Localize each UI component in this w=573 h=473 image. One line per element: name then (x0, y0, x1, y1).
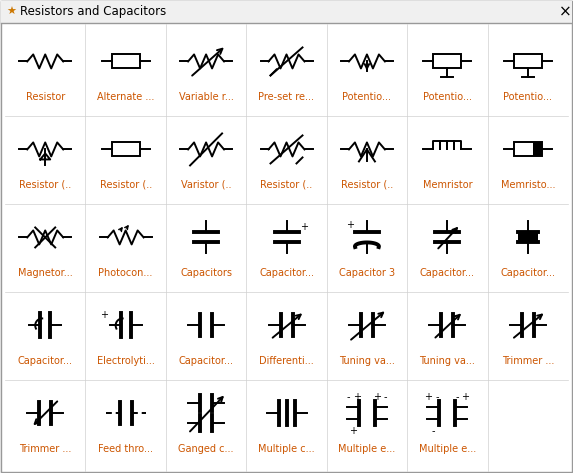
Text: Magnetor...: Magnetor... (18, 268, 73, 278)
Text: Potentio...: Potentio... (423, 92, 472, 102)
Bar (518, 232, 538, 243)
Text: Trimmer ...: Trimmer ... (501, 356, 554, 366)
Bar (514, 142, 542, 157)
Text: +: + (300, 222, 308, 232)
Text: Pre-set re...: Pre-set re... (258, 92, 315, 102)
Text: ★: ★ (6, 7, 16, 17)
Bar (112, 54, 140, 69)
Text: -: - (383, 393, 387, 403)
Bar (533, 142, 542, 157)
Text: Potentio...: Potentio... (503, 92, 552, 102)
Text: Feed thro...: Feed thro... (98, 444, 153, 454)
Text: -: - (456, 393, 459, 403)
Bar (433, 54, 461, 69)
Text: +: + (346, 220, 354, 230)
Text: Capacitor...: Capacitor... (259, 268, 314, 278)
Text: Capacitor 3: Capacitor 3 (339, 268, 395, 278)
Text: Resistor: Resistor (26, 92, 65, 102)
Bar (1, 1, 572, 23)
Text: Variable r...: Variable r... (179, 92, 234, 102)
Text: Resistor (..: Resistor (.. (341, 180, 393, 190)
Text: +: + (425, 393, 433, 403)
Text: Varistor (..: Varistor (.. (181, 180, 231, 190)
Text: Electrolyti...: Electrolyti... (97, 356, 155, 366)
Text: Capacitor...: Capacitor... (420, 268, 475, 278)
Text: Capacitors: Capacitors (180, 268, 232, 278)
Text: Memristo...: Memristo... (501, 180, 555, 190)
Text: Capacitor...: Capacitor... (500, 268, 555, 278)
Text: Multiple e...: Multiple e... (419, 444, 476, 454)
Text: Resistors and Capacitors: Resistors and Capacitors (20, 6, 166, 18)
Text: Multiple e...: Multiple e... (338, 444, 395, 454)
Text: -: - (346, 393, 350, 403)
Text: -: - (431, 427, 435, 437)
Text: Memristor: Memristor (422, 180, 472, 190)
Text: +: + (373, 393, 381, 403)
Text: +: + (461, 393, 469, 403)
Text: Tuning va...: Tuning va... (339, 356, 395, 366)
Text: +: + (349, 427, 357, 437)
Text: +: + (100, 310, 108, 320)
Text: Resistor (..: Resistor (.. (100, 180, 152, 190)
Bar (112, 142, 140, 157)
Text: Tuning va...: Tuning va... (419, 356, 475, 366)
Text: Capacitor...: Capacitor... (18, 356, 73, 366)
Text: Differenti...: Differenti... (259, 356, 314, 366)
Text: Photocon...: Photocon... (99, 268, 153, 278)
Text: -: - (435, 393, 439, 403)
Text: +: + (353, 393, 361, 403)
Text: Alternate ...: Alternate ... (97, 92, 154, 102)
Text: Potentio...: Potentio... (343, 92, 391, 102)
Text: Multiple c...: Multiple c... (258, 444, 315, 454)
Bar (514, 54, 542, 69)
Text: ×: × (559, 5, 571, 19)
Text: Resistor (..: Resistor (.. (19, 180, 72, 190)
Text: Resistor (..: Resistor (.. (260, 180, 313, 190)
Text: Capacitor...: Capacitor... (179, 356, 234, 366)
Text: Ganged c...: Ganged c... (178, 444, 234, 454)
Text: Trimmer ...: Trimmer ... (19, 444, 72, 454)
